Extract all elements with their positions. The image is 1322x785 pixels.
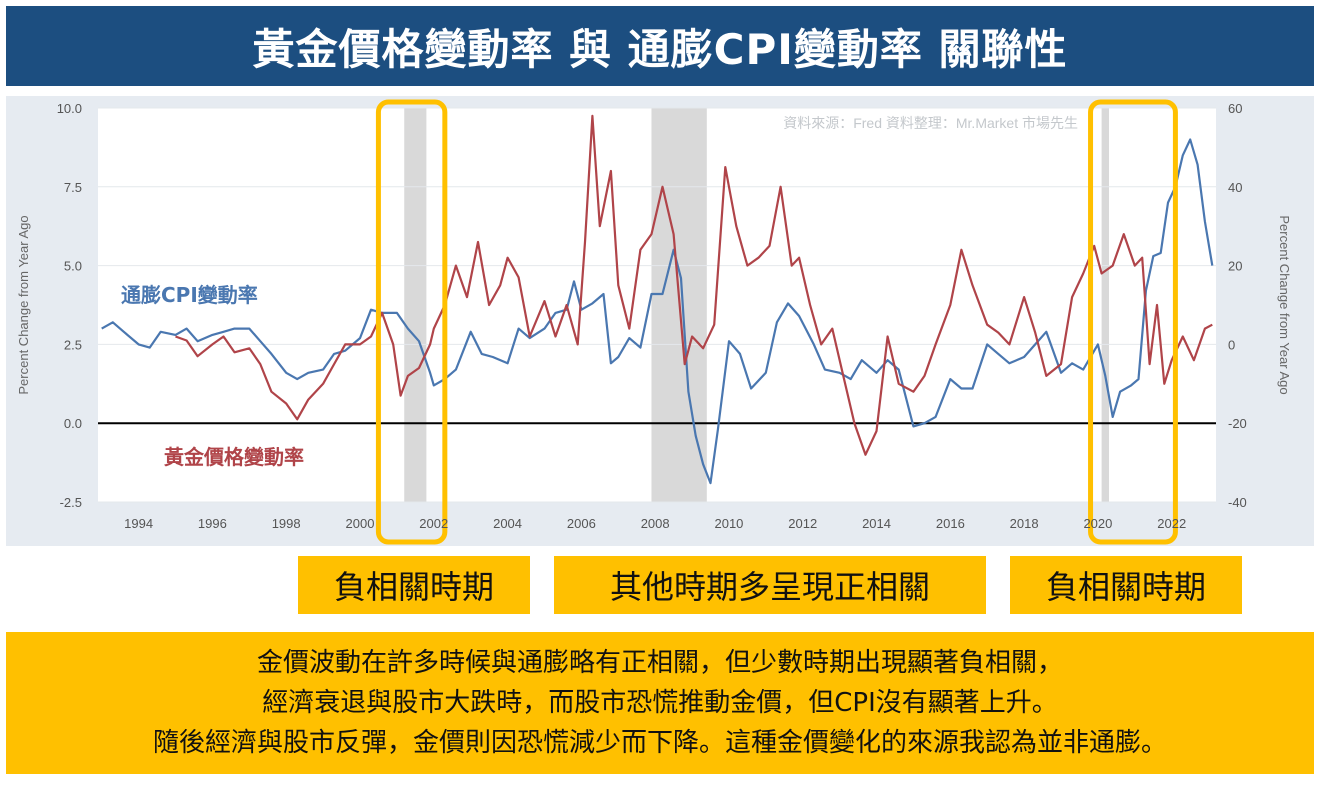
highlight-box <box>1088 99 1178 545</box>
y-tick-label-left: 5.0 <box>64 259 82 274</box>
y-tick-label-right: 40 <box>1228 180 1242 195</box>
y-tick-label-right: 0 <box>1228 337 1235 352</box>
x-tick-label: 1994 <box>124 516 153 531</box>
y-tick-label-left: 10.0 <box>57 101 82 116</box>
recession-band <box>404 108 427 502</box>
y-tick-label-right: 60 <box>1228 101 1242 116</box>
x-tick-label: 2006 <box>567 516 596 531</box>
x-tick-label: 2012 <box>788 516 817 531</box>
legend-label-cpi: 通膨CPI變動率 <box>121 283 258 307</box>
x-tick-label: 2000 <box>346 516 375 531</box>
y-tick-label-right: -20 <box>1228 416 1247 431</box>
y-axis-label-left: Percent Change from Year Ago <box>16 215 31 394</box>
tick-labels: 1994 1996 1998 2000 2002 2004 2006 2008 2010 2012… <box>57 101 1247 531</box>
page-title: 黃金價格變動率 與 通膨CPI變動率 關聯性 <box>6 6 1314 86</box>
x-tick-label: 2010 <box>714 516 743 531</box>
cpi-series-line <box>101 138 1214 485</box>
series-lines <box>101 114 1214 485</box>
x-tick-label: 2022 <box>1157 516 1186 531</box>
negative-period-tag-left: 負相關時期 <box>298 556 530 614</box>
note-line-2: 經濟衰退與股市大跌時，而股市恐慌推動金價，但CPI沒有顯著上升。 <box>262 688 1058 718</box>
x-tick-label: 1996 <box>198 516 227 531</box>
x-tick-label: 2004 <box>493 516 522 531</box>
gridlines <box>98 107 1216 503</box>
highlight-box <box>375 99 448 545</box>
x-tick-label: 2020 <box>1083 516 1112 531</box>
gold-series-line <box>175 114 1213 456</box>
y-tick-label-left: 2.5 <box>64 337 82 352</box>
x-tick-label: 1998 <box>272 516 301 531</box>
x-tick-label: 2008 <box>641 516 670 531</box>
chart: 1994 1996 1998 2000 2002 2004 2006 2008 2010 2012… <box>16 99 1292 545</box>
note-line-1: 金價波動在許多時候與通膨略有正相關，但少數時期出現顯著負相關， <box>256 648 1063 678</box>
source-note: 資料來源：Fred 資料整理：Mr.Market 市場先生 <box>783 115 1078 131</box>
note-line-3: 隨後經濟與股市反彈，金價則因恐慌減少而下降。這種金價變化的來源我認為並非通膨。 <box>152 728 1167 758</box>
x-tick-label: 2018 <box>1010 516 1039 531</box>
y-tick-label-right: -40 <box>1228 495 1247 510</box>
y-tick-label-left: 0.0 <box>64 416 82 431</box>
y-axis-label-right: Percent Change from Year Ago <box>1277 215 1292 394</box>
conclusion-notes: 金價波動在許多時候與通膨略有正相關，但少數時期出現顯著負相關， 經濟衰退與股市大… <box>6 632 1314 774</box>
x-tick-label: 2002 <box>419 516 448 531</box>
y-tick-label-right: 20 <box>1228 259 1242 274</box>
x-tick-label: 2016 <box>936 516 965 531</box>
negative-period-tag-right: 負相關時期 <box>1010 556 1242 614</box>
x-tick-label: 2014 <box>862 516 891 531</box>
highlight-boxes <box>375 99 1178 545</box>
chart-panel: 1994 1996 1998 2000 2002 2004 2006 2008 2010 2012… <box>6 96 1314 546</box>
legend-label-gold: 黃金價格變動率 <box>164 445 304 469</box>
y-tick-label-left: 7.5 <box>64 180 82 195</box>
positive-period-tag: 其他時期多呈現正相關 <box>554 556 986 614</box>
recession-band <box>1101 108 1109 502</box>
y-tick-label-left: -2.5 <box>60 495 82 510</box>
